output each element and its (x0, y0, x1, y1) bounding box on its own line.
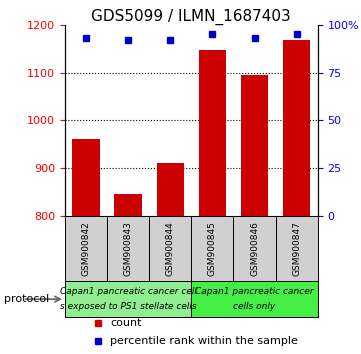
Text: Capan1 pancreatic cancer: Capan1 pancreatic cancer (195, 287, 314, 296)
Bar (65, 281, 191, 317)
Bar (149, 216, 191, 281)
Title: GDS5099 / ILMN_1687403: GDS5099 / ILMN_1687403 (91, 8, 291, 25)
Bar (114, 194, 142, 216)
Text: GSM900842: GSM900842 (82, 221, 91, 276)
Text: protocol: protocol (4, 294, 49, 304)
Bar (199, 50, 226, 216)
Text: GSM900846: GSM900846 (250, 221, 259, 276)
Bar (72, 139, 100, 216)
Text: cells only: cells only (233, 302, 276, 312)
Text: GSM900844: GSM900844 (166, 221, 175, 276)
Bar (283, 40, 310, 216)
Bar (191, 281, 318, 317)
Text: count: count (110, 318, 142, 328)
Text: s exposed to PS1 stellate cells: s exposed to PS1 stellate cells (60, 302, 196, 312)
Text: GSM900843: GSM900843 (124, 221, 132, 276)
Bar (107, 216, 149, 281)
Bar (275, 216, 318, 281)
Text: percentile rank within the sample: percentile rank within the sample (110, 336, 298, 346)
Text: GSM900847: GSM900847 (292, 221, 301, 276)
Bar (65, 216, 107, 281)
Text: GSM900845: GSM900845 (208, 221, 217, 276)
Text: Capan1 pancreatic cancer cell: Capan1 pancreatic cancer cell (60, 287, 197, 296)
Bar (234, 216, 275, 281)
Bar (191, 216, 234, 281)
Bar (241, 75, 268, 216)
Bar (157, 163, 184, 216)
